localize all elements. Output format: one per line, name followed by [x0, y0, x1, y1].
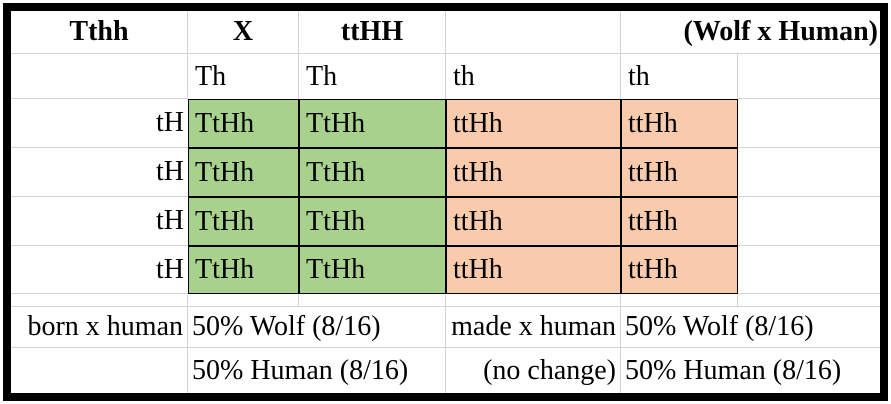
result-right-label-cell[interactable]: made x human: [446, 307, 621, 348]
punnett-table: Tthh X ttHH (Wolf x Human) Th Th th th t…: [11, 11, 880, 393]
col-gamete-cell-2[interactable]: Th: [299, 54, 446, 99]
punnett-cell-r2c3[interactable]: ttHh: [446, 148, 621, 197]
punnett-cell-r1c2[interactable]: TtHh: [299, 99, 446, 148]
parent1-genotype-cell[interactable]: Tthh: [11, 11, 188, 54]
punnett-cell-r1c3[interactable]: ttHh: [446, 99, 621, 148]
punnett-cell-r1c1[interactable]: TtHh: [188, 99, 299, 148]
corner-spacer-cell[interactable]: [11, 54, 188, 99]
result-left-label-cell[interactable]: born x human: [11, 307, 188, 348]
result-right-line2-cell[interactable]: 50% Human (8/16): [625, 354, 842, 386]
punnett-cell-r3c2[interactable]: TtHh: [299, 197, 446, 246]
gap-cell[interactable]: [299, 294, 446, 307]
result-left-line2-cell[interactable]: 50% Human (8/16): [188, 348, 446, 393]
punnett-cell-r4c3[interactable]: ttHh: [446, 246, 621, 294]
punnett-cell-r1c4[interactable]: ttHh: [621, 99, 738, 148]
side-spacer-cell[interactable]: [738, 148, 880, 197]
picture-frame: Tthh X ttHH (Wolf x Human) Th Th th th t…: [3, 3, 888, 401]
row-gamete-cell-2[interactable]: tH: [11, 148, 188, 197]
parent2-genotype-cell[interactable]: ttHH: [299, 11, 446, 54]
col-gamete-cell-4[interactable]: th: [621, 54, 738, 99]
punnett-cell-r2c4[interactable]: ttHh: [621, 148, 738, 197]
cross-symbol-cell[interactable]: X: [188, 11, 299, 54]
side-spacer-cell[interactable]: [738, 99, 880, 148]
result-right-line1-cell[interactable]: 50% Wolf (8/16): [621, 307, 880, 348]
row-gamete-cell-3[interactable]: tH: [11, 197, 188, 246]
cross-annotation-cell[interactable]: (Wolf x Human): [621, 11, 880, 54]
punnett-cell-r2c1[interactable]: TtHh: [188, 148, 299, 197]
col-gamete-cell-1[interactable]: Th: [188, 54, 299, 99]
result-left-line1-cell[interactable]: 50% Wolf (8/16): [188, 307, 446, 348]
result-right-sublabel-cell[interactable]: (no change): [446, 348, 621, 393]
gap-cell[interactable]: [738, 294, 880, 307]
punnett-cell-r4c4[interactable]: ttHh: [621, 246, 738, 294]
row-gamete-cell-1[interactable]: tH: [11, 99, 188, 148]
punnett-cell-r4c1[interactable]: TtHh: [188, 246, 299, 294]
side-spacer-cell[interactable]: [738, 246, 880, 294]
punnett-cell-r3c4[interactable]: ttHh: [621, 197, 738, 246]
gap-cell[interactable]: [11, 294, 188, 307]
punnett-cell-r3c1[interactable]: TtHh: [188, 197, 299, 246]
gap-cell[interactable]: [188, 294, 299, 307]
header-spacer-cell[interactable]: [446, 11, 621, 54]
punnett-cell-r3c3[interactable]: ttHh: [446, 197, 621, 246]
spacer-cell[interactable]: [738, 54, 880, 99]
gap-cell[interactable]: [446, 294, 621, 307]
row-gamete-cell-4[interactable]: tH: [11, 246, 188, 294]
result-left-spacer-cell[interactable]: [11, 348, 188, 393]
punnett-cell-r2c2[interactable]: TtHh: [299, 148, 446, 197]
side-spacer-cell[interactable]: [738, 197, 880, 246]
punnett-cell-r4c2[interactable]: TtHh: [299, 246, 446, 294]
gap-cell[interactable]: [621, 294, 738, 307]
col-gamete-cell-3[interactable]: th: [446, 54, 621, 99]
